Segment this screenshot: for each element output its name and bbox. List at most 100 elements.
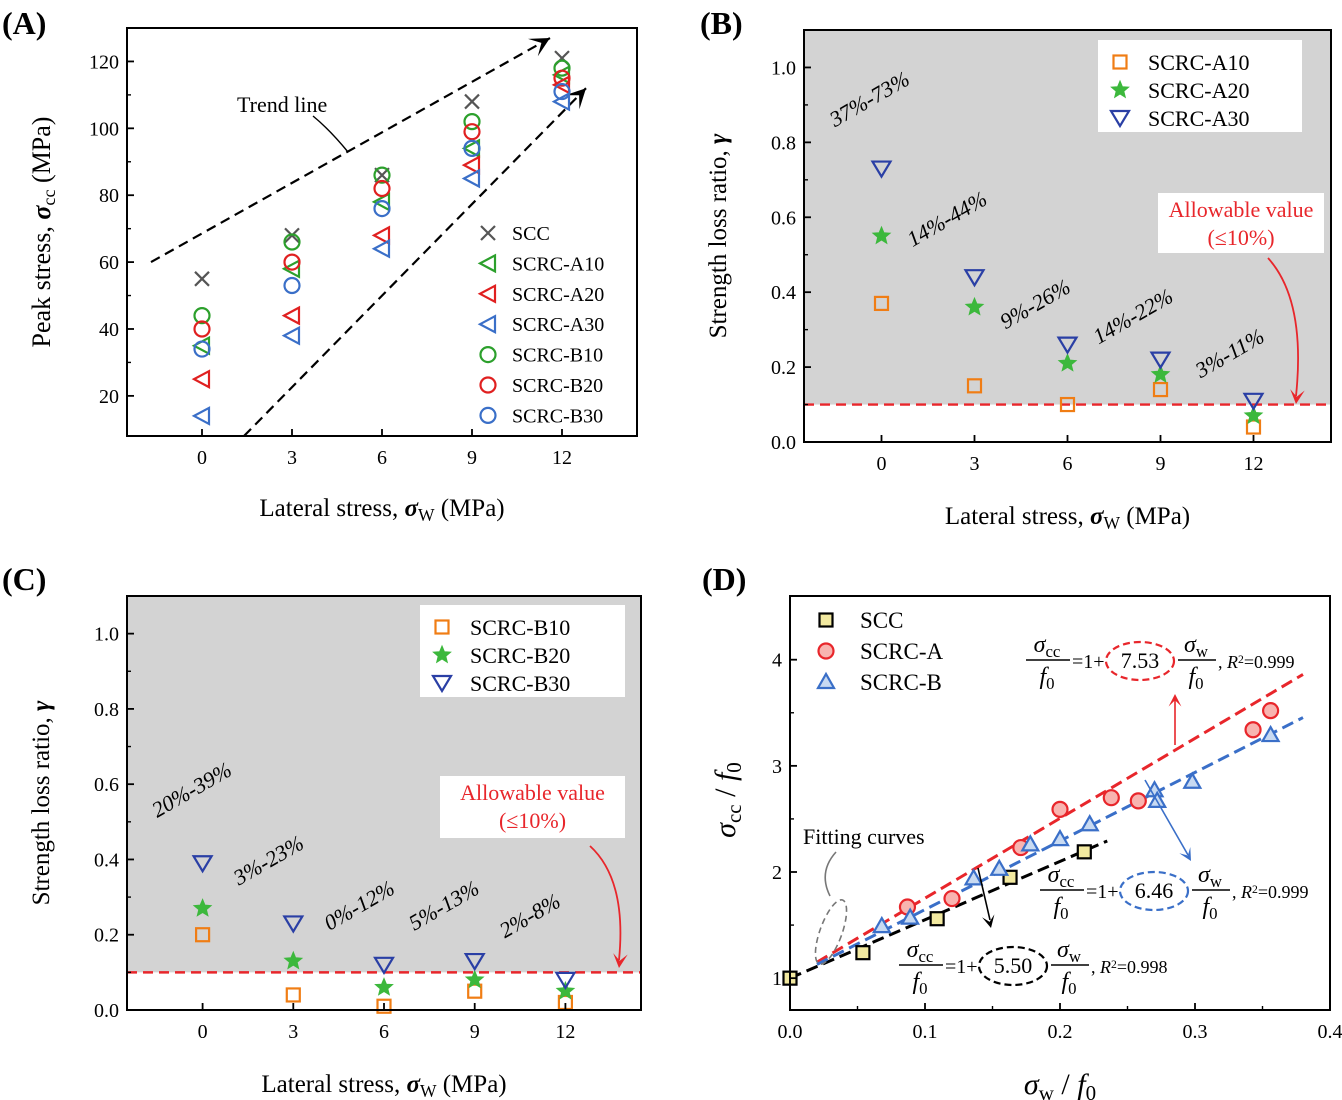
legend-marker xyxy=(432,644,452,664)
text-part: f xyxy=(1061,969,1071,995)
allowable-label: Allowable value xyxy=(1169,197,1314,222)
y-axis-label: σcc / f0 xyxy=(709,762,746,838)
x-tick-label: 3 xyxy=(970,453,980,475)
data-point xyxy=(989,858,1010,876)
text-part: σ xyxy=(709,822,742,838)
series-scrc-b xyxy=(871,724,1281,934)
y-tick-label: 100 xyxy=(89,118,119,140)
y-tick-label: 60 xyxy=(99,252,119,274)
y-tick-label: 0.4 xyxy=(94,849,119,871)
legend-label: SCRC-B30 xyxy=(512,405,603,427)
data-point xyxy=(1244,721,1262,739)
marker-stroke xyxy=(480,225,496,241)
x-axis-label: σw / f0 xyxy=(1024,1068,1096,1100)
data-point xyxy=(371,225,391,246)
legend-marker xyxy=(434,619,450,635)
data-point xyxy=(374,977,394,996)
data-point xyxy=(551,91,571,112)
legend-label: SCRC-A10 xyxy=(512,253,604,275)
data-point xyxy=(1245,419,1262,435)
data-point xyxy=(191,855,214,874)
fitting-curves-leader xyxy=(824,851,837,897)
text-part: σ xyxy=(27,205,56,220)
data-point xyxy=(943,889,961,908)
data-point xyxy=(964,296,985,316)
text-part: 0 xyxy=(1209,904,1217,923)
text-part: σ xyxy=(404,495,419,522)
fraction-denominator: f0 xyxy=(1039,664,1054,693)
text-part: γ xyxy=(28,700,55,711)
data-point xyxy=(193,320,211,338)
text-part: Lateral stress, xyxy=(945,503,1090,530)
fraction-denominator: f0 xyxy=(1188,664,1203,693)
y-tick-label: 0.6 xyxy=(771,207,796,229)
fraction-numerator: σcc xyxy=(907,937,934,966)
y-tick-label: 80 xyxy=(99,185,119,207)
data-point xyxy=(1102,789,1120,807)
series-scrc-b30 xyxy=(193,82,571,358)
x-tick-label: 9 xyxy=(467,447,477,469)
y-tick-label: 0.2 xyxy=(771,357,796,379)
data-point xyxy=(871,915,892,934)
legend-label: SCRC-B30 xyxy=(470,671,570,696)
data-point xyxy=(1079,814,1100,832)
legend-label: SCRC-B10 xyxy=(470,615,570,640)
fitting-curves-ellipse xyxy=(814,899,848,965)
y-tick-label: 0.0 xyxy=(94,1000,119,1022)
panel-c: 20%-39%3%-23%0%-12% 5%-13% 2%-8%Allowable … xyxy=(2,561,642,1100)
legend-label: SCC xyxy=(512,223,550,245)
text-part: (MPa) xyxy=(27,117,56,190)
text-part: cc xyxy=(1045,642,1060,661)
text-part: f xyxy=(912,969,922,995)
legend-marker xyxy=(479,346,497,364)
data-point xyxy=(191,369,211,389)
y-axis-label: Strength loss ratio, γ xyxy=(705,133,732,338)
r-squared: , R2=0.999 xyxy=(1218,652,1295,672)
legend: SCC SCRC-A SCRC-B xyxy=(816,608,943,695)
legend-label: SCRC-A30 xyxy=(1148,106,1249,131)
legend-label: SCRC-A20 xyxy=(1148,78,1249,103)
text-part: W xyxy=(420,1081,437,1100)
data-point xyxy=(1243,405,1264,425)
data-point xyxy=(191,406,211,426)
data-point xyxy=(1182,771,1203,789)
text-part: σ xyxy=(907,937,920,963)
data-point xyxy=(1261,702,1280,720)
equation-arrow xyxy=(1144,779,1189,856)
data-point xyxy=(900,907,921,925)
legend-marker xyxy=(431,674,453,694)
legend-marker xyxy=(477,253,497,274)
text-part: f xyxy=(1202,894,1212,920)
y-tick-label: 1.0 xyxy=(94,624,119,646)
data-point xyxy=(192,898,213,917)
text-part: 0 xyxy=(1046,674,1054,693)
allowable-arrow-head xyxy=(1290,389,1305,404)
data-point xyxy=(463,952,486,972)
text-part: 0 xyxy=(1086,1081,1097,1100)
equation-arrow-head xyxy=(1168,694,1182,707)
legend-marker xyxy=(480,225,496,241)
allowable-label-box xyxy=(1158,193,1324,253)
x-tick-label: 9 xyxy=(470,1021,480,1043)
y-tick-label: 4 xyxy=(772,650,782,672)
x-tick-label: 6 xyxy=(377,447,387,469)
fit-coefficient: 5.50 xyxy=(994,953,1033,978)
y-tick-label: 1.0 xyxy=(771,57,796,79)
data-point xyxy=(1152,381,1169,398)
text-part: W xyxy=(418,505,435,525)
text-part: (MPa) xyxy=(1120,503,1190,530)
equation-arrow-head xyxy=(982,914,995,928)
fraction-denominator: f0 xyxy=(1061,969,1076,998)
panel-d: 0.0 0.1 0.2 0.3 0.4 1 2 3 4 SCC SCRC-A SCRC-B Fittin… xyxy=(702,561,1342,1100)
data-point xyxy=(283,253,301,271)
data-point xyxy=(373,199,391,218)
text-part: =0.999 xyxy=(1258,882,1309,902)
data-point xyxy=(463,113,481,131)
data-point xyxy=(963,269,986,288)
data-point xyxy=(464,93,480,110)
data-point xyxy=(467,983,483,999)
x-tick-label: 0.0 xyxy=(778,1021,803,1043)
data-point xyxy=(285,987,301,1003)
y-tick-label: 20 xyxy=(99,386,119,408)
data-point xyxy=(376,998,392,1014)
